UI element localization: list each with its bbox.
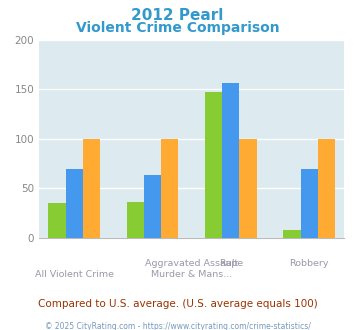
Bar	[205, 92, 222, 238]
Text: Rape: Rape	[219, 259, 243, 268]
Text: © 2025 CityRating.com - https://www.cityrating.com/crime-statistics/: © 2025 CityRating.com - https://www.city…	[45, 322, 310, 330]
Bar	[222, 136, 240, 238]
Bar	[161, 139, 179, 238]
Text: Aggravated Assault: Aggravated Assault	[145, 259, 238, 268]
Bar	[144, 175, 161, 238]
Text: Compared to U.S. average. (U.S. average equals 100): Compared to U.S. average. (U.S. average …	[38, 299, 317, 309]
Bar	[48, 203, 66, 238]
Bar	[318, 139, 335, 238]
Text: Robbery: Robbery	[289, 259, 329, 268]
Bar	[240, 139, 257, 238]
Text: Violent Crime Comparison: Violent Crime Comparison	[76, 21, 279, 35]
Text: 2012 Pearl: 2012 Pearl	[131, 8, 224, 23]
Bar	[222, 83, 240, 238]
Text: All Violent Crime: All Violent Crime	[35, 270, 114, 279]
Bar	[83, 139, 100, 238]
Bar	[301, 169, 318, 238]
Text: Murder & Mans...: Murder & Mans...	[151, 270, 232, 279]
Bar	[283, 230, 301, 238]
Bar	[66, 169, 83, 238]
Bar	[127, 202, 144, 238]
